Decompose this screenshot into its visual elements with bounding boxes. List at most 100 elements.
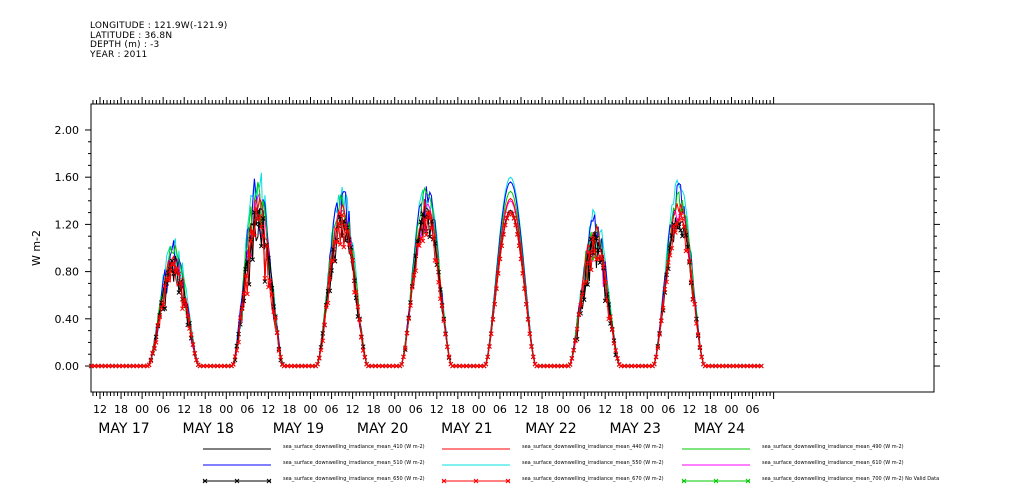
series-marker: [478, 363, 484, 369]
legend-marker: [234, 478, 240, 484]
series-marker: [376, 363, 382, 369]
series-marker: [306, 363, 312, 369]
legend-marker: [202, 478, 208, 484]
series-marker: [292, 363, 298, 369]
series-marker: [185, 313, 191, 319]
series-marker: [581, 297, 587, 302]
series-marker: [583, 279, 589, 285]
series-marker: [92, 363, 98, 369]
series-marker: [658, 318, 664, 324]
series-marker: [599, 255, 605, 261]
series-marker: [695, 332, 701, 337]
series-marker: [748, 363, 754, 369]
series-marker: [660, 305, 666, 311]
series-marker: [678, 227, 683, 233]
series-marker: [348, 249, 354, 255]
y-tick-label: 0.80: [55, 266, 80, 279]
series-marker: [362, 354, 368, 360]
series-marker: [137, 363, 143, 369]
y-tick-label: 0.40: [55, 313, 80, 326]
series-marker: [116, 363, 122, 369]
x-tick-label: 06: [156, 403, 170, 416]
series-marker: [276, 348, 282, 353]
x-tick-label: 18: [282, 403, 296, 416]
series-marker: [574, 326, 580, 332]
series-marker: [562, 363, 568, 369]
legend-marker: [266, 478, 272, 484]
series-marker: [394, 363, 399, 369]
series-marker: [260, 216, 266, 221]
series-marker: [685, 247, 690, 253]
series-marker: [325, 300, 331, 306]
series-marker: [246, 252, 252, 258]
series-marker: [95, 363, 101, 369]
x-tick-label: 00: [472, 403, 486, 416]
x-tick-label: 00: [135, 403, 149, 416]
series-marker: [615, 356, 620, 361]
series-marker: [492, 301, 498, 307]
series-marker: [488, 331, 494, 337]
series-marker: [504, 215, 510, 221]
day-label: MAY 18: [183, 421, 234, 437]
series-marker: [157, 314, 162, 320]
series-marker: [622, 363, 627, 369]
series-marker: [288, 363, 294, 369]
series-marker: [569, 356, 575, 361]
series-marker: [355, 304, 361, 310]
series-marker: [243, 266, 248, 272]
x-tick-label: 18: [198, 403, 212, 416]
series-marker: [443, 331, 448, 337]
series-marker: [357, 317, 362, 323]
series-marker: [402, 345, 408, 351]
series-marker: [744, 363, 750, 369]
day-label: MAY 17: [98, 421, 149, 437]
series-marker: [409, 285, 415, 290]
x-tick-label: 12: [93, 403, 107, 416]
series-marker: [720, 363, 726, 369]
series-marker: [669, 245, 675, 251]
series-marker: [429, 225, 434, 231]
series-marker: [176, 271, 182, 277]
series-marker: [366, 363, 371, 369]
series-marker: [341, 244, 347, 250]
series-marker: [176, 290, 182, 295]
series-marker: [444, 344, 450, 350]
series-marker: [271, 309, 277, 315]
series-marker: [337, 242, 343, 247]
series-marker: [259, 224, 264, 230]
series-marker: [601, 264, 606, 269]
series-marker: [299, 363, 305, 369]
x-tick-label: 00: [388, 403, 402, 416]
series-marker: [413, 268, 419, 274]
series-marker: [234, 347, 240, 353]
x-tick-label: 06: [577, 403, 591, 416]
x-tick-label: 18: [451, 403, 465, 416]
y-tick-label: 2.00: [55, 124, 80, 137]
series-marker: [425, 210, 431, 215]
series-marker: [350, 258, 355, 263]
y-axis-label: W m-2: [30, 230, 43, 266]
series-marker: [502, 222, 508, 228]
y-tick-label: 1.60: [55, 171, 80, 184]
series-marker: [613, 348, 619, 353]
series-marker: [230, 362, 236, 367]
series-marker: [359, 335, 364, 340]
series-marker: [678, 210, 683, 216]
series-marker: [281, 363, 287, 369]
series-marker: [192, 351, 198, 356]
series-marker: [241, 290, 247, 296]
series-marker: [197, 363, 203, 369]
series-marker: [262, 275, 268, 281]
series-marker: [174, 265, 180, 271]
series-marker: [490, 317, 496, 322]
series-marker: [439, 303, 445, 309]
series-marker: [525, 317, 531, 322]
series-marker: [437, 296, 443, 302]
series-marker: [609, 327, 615, 333]
series-marker: [211, 363, 217, 369]
series-marker: [555, 363, 561, 369]
series-marker: [423, 232, 429, 238]
series-marker: [680, 233, 685, 239]
series-marker: [180, 306, 185, 312]
series-marker: [194, 357, 199, 363]
